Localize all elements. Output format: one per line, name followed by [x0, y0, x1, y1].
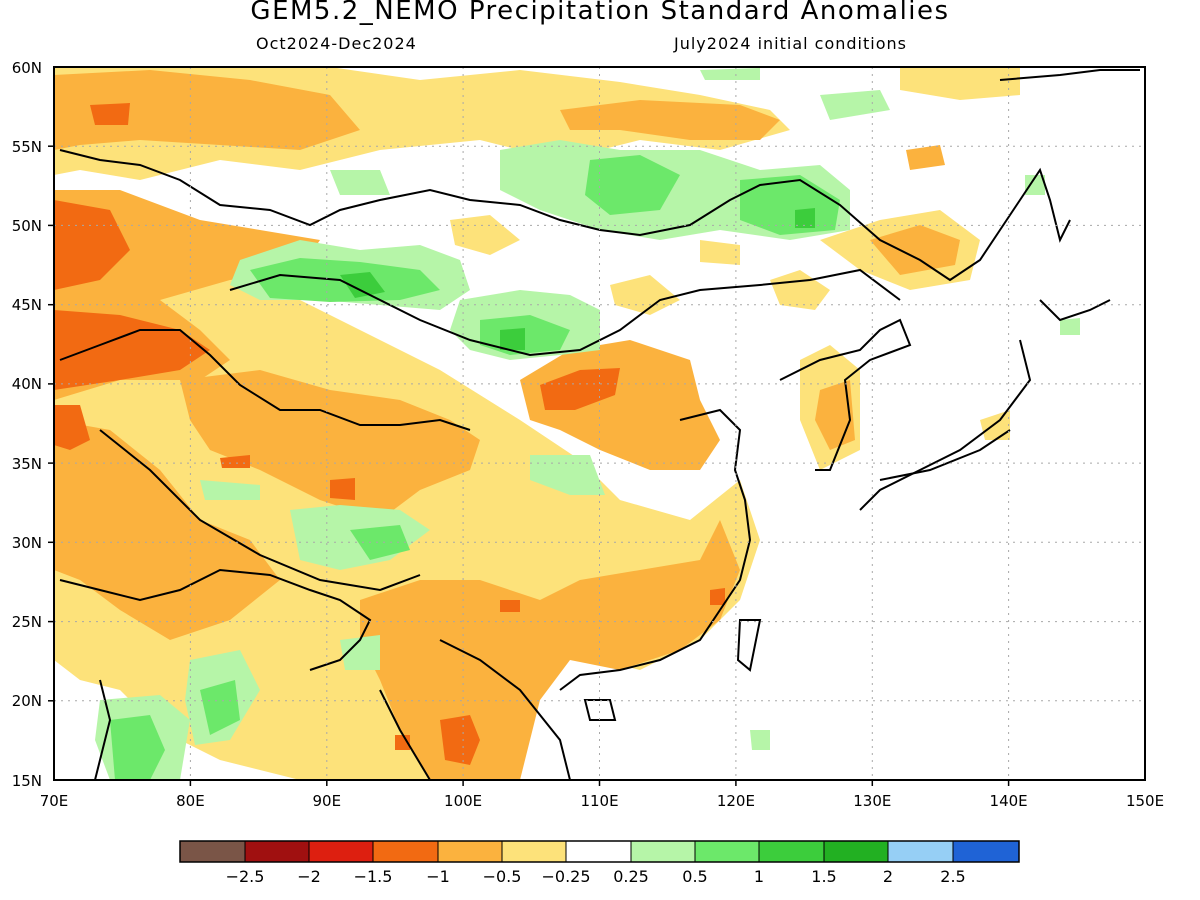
anomaly-field: [54, 67, 1080, 780]
lon-label-150e: 150E: [1126, 792, 1164, 810]
lon-label-110e: 110E: [580, 792, 618, 810]
colorbar-swatch-3: [309, 841, 373, 862]
colorbar-swatch-9: [695, 841, 759, 862]
lon-label-140e: 140E: [990, 792, 1028, 810]
colorbar-outline: [179, 840, 1020, 863]
colorbar-label-6: −0.25: [541, 867, 590, 886]
axis-ticks: [48, 145, 1010, 786]
lon-label-120e: 120E: [717, 792, 755, 810]
lon-label-70e: 70E: [40, 792, 69, 810]
initial-conditions: July2024 initial conditions: [674, 34, 907, 53]
lat-label-25n: 25N: [12, 613, 42, 631]
colorbar-label-12: 2.5: [940, 867, 965, 886]
lat-label-55n: 55N: [12, 138, 42, 156]
lon-label-80e: 80E: [176, 792, 205, 810]
lat-label-40n: 40N: [12, 375, 42, 393]
coastlines: [59, 69, 1140, 780]
lon-label-130e: 130E: [853, 792, 891, 810]
colorbar-label-1: −2.5: [226, 867, 265, 886]
lon-label-100e: 100E: [444, 792, 482, 810]
lat-label-30n: 30N: [12, 534, 42, 552]
colorbar-swatch-5: [438, 841, 502, 862]
lat-label-45n: 45N: [12, 296, 42, 314]
colorbar-label-2: −2: [297, 867, 321, 886]
colorbar-swatch-11: [824, 841, 888, 862]
colorbar: −2.5 −2 −1.5 −1 −0.5 −0.25 0.25 0.5 1 1.…: [179, 840, 1020, 886]
colorbar-label-5: −0.5: [483, 867, 522, 886]
colorbar-label-3: −1.5: [354, 867, 393, 886]
lat-label-35n: 35N: [12, 455, 42, 473]
colorbar-swatch-13: [953, 841, 1019, 862]
lat-label-50n: 50N: [12, 217, 42, 235]
colorbar-swatch-10: [759, 841, 824, 862]
colorbar-swatch-1: [180, 841, 245, 862]
colorbar-label-11: 2: [883, 867, 893, 886]
colorbar-swatch-12: [888, 841, 953, 862]
map-title: GEM5.2_NEMO Precipitation Standard Anoma…: [250, 0, 950, 26]
colorbar-swatch-8: [631, 841, 695, 862]
lat-label-20n: 20N: [12, 692, 42, 710]
colorbar-label-10: 1.5: [811, 867, 836, 886]
colorbar-swatch-2: [245, 841, 309, 862]
colorbar-label-4: −1: [426, 867, 450, 886]
colorbar-label-7: 0.25: [613, 867, 649, 886]
lat-label-60n: 60N: [12, 59, 42, 77]
colorbar-swatch-4: [373, 841, 438, 862]
lon-label-90e: 90E: [313, 792, 342, 810]
colorbar-label-9: 1: [754, 867, 764, 886]
colorbar-swatch-7: [566, 841, 631, 862]
lat-label-15n: 15N: [12, 772, 42, 790]
colorbar-swatch-6: [502, 841, 566, 862]
colorbar-label-8: 0.5: [682, 867, 707, 886]
forecast-period: Oct2024-Dec2024: [256, 34, 417, 53]
